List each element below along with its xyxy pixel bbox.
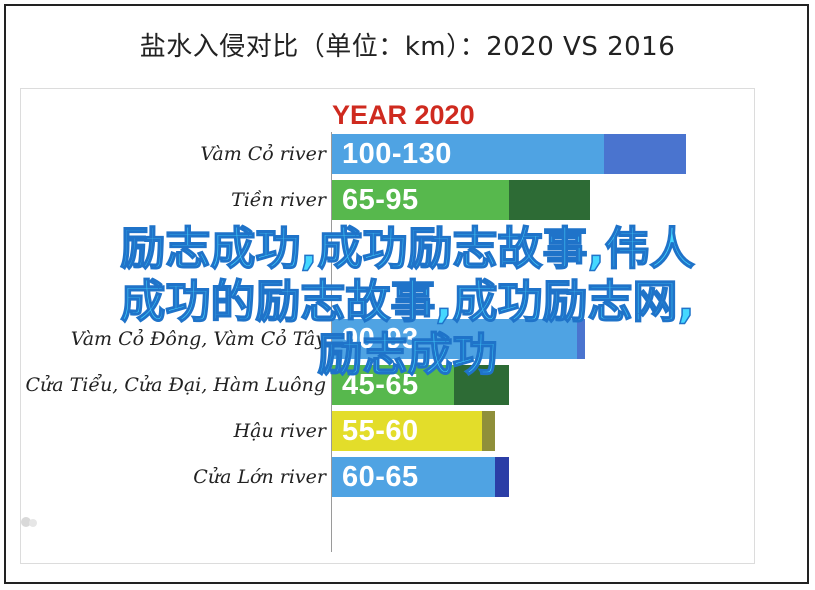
chart-title: 盐水入侵对比（单位：km）：2020 VS 2016 — [139, 32, 676, 62]
bar-value-label: 65-95 — [342, 184, 419, 217]
category-label: Tiền river — [231, 189, 326, 212]
bar-value-label: 90-93 — [342, 322, 419, 355]
category-axis-line — [331, 132, 332, 552]
category-label: Vàm Cỏ Đông, Vàm Cỏ Tây — [70, 327, 326, 350]
bar-value-label: 55-60 — [342, 415, 419, 448]
category-label: Cửa Tiểu, Cửa Đại, Hàm Luông — [25, 374, 326, 396]
bar-value-label: 60-65 — [342, 461, 419, 494]
overlay-line-3: 励志成功 — [317, 327, 499, 382]
category-label: Cửa Lớn river — [193, 466, 326, 489]
watermark-logo-icon — [21, 517, 37, 527]
bar-min — [332, 180, 509, 221]
bar-value-label: 100-130 — [342, 138, 452, 170]
bar-min — [332, 457, 496, 498]
bar-value-label: 45-65 — [342, 369, 419, 401]
overlay-line-1: 励志成功,成功励志故事,伟人 — [120, 221, 696, 276]
category-label: Vàm Cỏ river — [200, 143, 326, 165]
bar-min — [332, 365, 455, 405]
bar-min — [332, 318, 577, 359]
bar-range — [481, 411, 496, 452]
bar-range — [508, 180, 591, 221]
bar-range — [604, 134, 686, 174]
legend-year-label: YEAR 2020 — [332, 100, 475, 130]
bar-range — [495, 457, 509, 498]
overlay-line-2: 成功的励志故事,成功励志网, — [120, 274, 696, 329]
bar-min — [332, 134, 604, 174]
category-label: Hậu river — [233, 420, 326, 443]
bar-min — [332, 411, 482, 452]
watermark-overlay-text: 励志成功,成功励志故事,伟人 成功的励志故事,成功励志网, 励志成功 — [0, 221, 815, 382]
bar-range — [576, 318, 585, 359]
bar-range — [454, 365, 509, 405]
